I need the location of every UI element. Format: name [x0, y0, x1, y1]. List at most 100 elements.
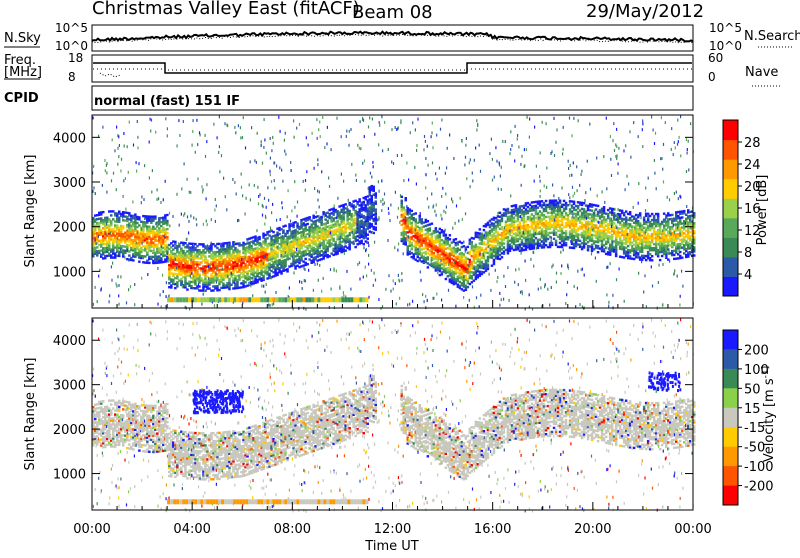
power-cell	[280, 246, 283, 249]
power-cell	[202, 273, 205, 276]
power-cell	[292, 237, 295, 241]
power-cell	[294, 243, 297, 246]
power-cell	[604, 218, 608, 221]
power-cell	[328, 243, 331, 246]
power-cell	[580, 211, 584, 215]
power-cell	[576, 239, 580, 242]
power-cell	[582, 208, 586, 211]
power-cell	[260, 273, 263, 276]
nave-label: Nave	[745, 65, 778, 80]
power-cell	[646, 224, 650, 228]
power-cell	[610, 235, 614, 239]
power-cell	[154, 253, 157, 256]
power-cell	[362, 237, 365, 240]
power-cell	[300, 257, 303, 260]
power-cell	[228, 245, 231, 248]
power-cell	[114, 214, 117, 217]
power-cell	[679, 218, 682, 222]
power-cell	[188, 272, 191, 275]
power-cell	[536, 202, 540, 205]
power-cell	[588, 221, 592, 224]
power-cell	[486, 237, 490, 241]
power-cell	[226, 245, 229, 249]
power-cell	[124, 241, 127, 244]
power-cell	[520, 241, 524, 244]
power-cell	[372, 165, 374, 169]
power-cell	[314, 250, 317, 253]
power-cell	[234, 283, 237, 286]
power-cell	[360, 233, 363, 237]
power-cell	[274, 254, 277, 257]
power-cell	[216, 285, 219, 288]
power-cell	[665, 246, 668, 249]
power-cell	[120, 234, 123, 238]
power-cell	[468, 252, 472, 256]
power-cell	[146, 251, 149, 254]
power-cell	[414, 246, 417, 249]
power-cell	[142, 235, 145, 238]
power-cell	[228, 271, 231, 275]
power-cell	[150, 129, 152, 133]
power-cell	[504, 236, 508, 240]
power-cell	[492, 222, 496, 225]
power-cell	[464, 284, 468, 287]
power-cell	[558, 227, 562, 231]
power-cell	[568, 230, 572, 233]
power-cell	[426, 228, 430, 231]
power-cell	[322, 223, 325, 226]
power-cell	[342, 240, 345, 243]
power-cell	[550, 207, 554, 210]
power-cell	[450, 241, 454, 244]
power-cell	[438, 255, 442, 259]
power-cell	[610, 211, 614, 215]
power-cell	[254, 281, 257, 284]
power-cell	[142, 245, 145, 248]
power-cell	[200, 261, 203, 264]
power-cell	[220, 278, 223, 282]
power-cell	[112, 242, 115, 245]
power-cell	[304, 217, 307, 220]
power-cell	[498, 247, 502, 251]
power-cell	[504, 212, 508, 215]
power-cell	[282, 239, 285, 242]
power-cell	[650, 212, 654, 216]
power-cell	[516, 213, 520, 217]
power-cell	[691, 244, 694, 247]
power-cell	[632, 215, 636, 218]
power-cell	[420, 228, 423, 231]
power-cell	[462, 245, 466, 248]
power-cell	[188, 248, 191, 251]
power-cell	[278, 242, 281, 246]
power-cell	[548, 223, 552, 227]
power-cell	[430, 240, 434, 243]
noise-search-label: N.Search	[744, 29, 800, 44]
power-cell	[326, 221, 329, 225]
power-cell	[574, 216, 578, 220]
power-cell	[624, 236, 628, 239]
power-cell	[130, 248, 133, 252]
power-cell	[408, 212, 411, 215]
power-cell	[583, 273, 585, 277]
power-cell	[446, 269, 450, 272]
power-cell	[530, 221, 534, 224]
power-cell	[578, 217, 582, 220]
power-cell	[134, 215, 137, 218]
power-cell	[618, 237, 622, 240]
power-cell	[214, 287, 217, 290]
power-cell	[370, 198, 373, 202]
power-cell	[324, 236, 327, 239]
power-cell	[679, 242, 682, 246]
power-cell	[346, 236, 349, 240]
power-cell	[214, 279, 217, 282]
power-cell	[320, 243, 323, 247]
power-cell	[280, 240, 283, 243]
power-cell	[689, 245, 692, 248]
power-cell	[328, 176, 330, 180]
power-cell	[479, 169, 482, 173]
power-cell	[190, 260, 193, 264]
power-cell	[570, 210, 574, 213]
power-cell	[182, 259, 185, 263]
power-cell	[148, 215, 151, 218]
power-cell	[106, 226, 109, 229]
power-cell	[548, 231, 552, 235]
